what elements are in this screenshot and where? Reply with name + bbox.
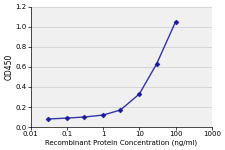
X-axis label: Recombinant Protein Concentration (ng/ml): Recombinant Protein Concentration (ng/ml… (45, 139, 197, 146)
Y-axis label: OD450: OD450 (4, 54, 13, 80)
